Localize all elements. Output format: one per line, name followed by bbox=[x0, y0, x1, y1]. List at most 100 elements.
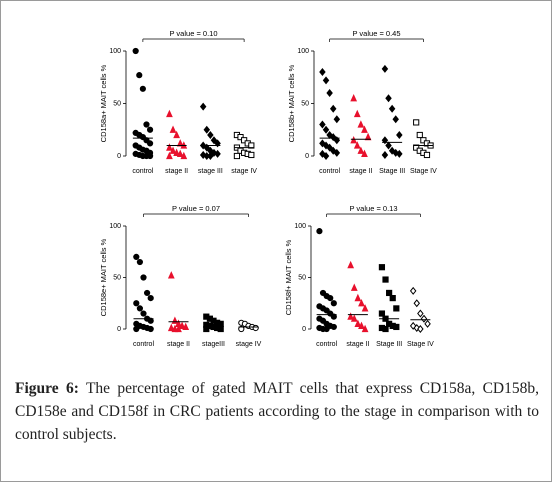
data-point bbox=[361, 125, 368, 133]
data-point bbox=[424, 319, 431, 328]
data-point bbox=[173, 148, 181, 156]
x-tick-label: stage II bbox=[346, 341, 369, 348]
data-point bbox=[392, 148, 399, 157]
y-axis-label: CD158b+ MAIT cells % bbox=[287, 64, 296, 142]
data-point bbox=[409, 321, 417, 330]
p-value: P value = 0.13 bbox=[349, 204, 397, 213]
data-point bbox=[203, 325, 210, 333]
data-point bbox=[132, 47, 139, 55]
data-point bbox=[420, 137, 427, 144]
data-point bbox=[143, 121, 150, 128]
x-tick-label: stage III bbox=[198, 168, 223, 175]
data-point bbox=[361, 149, 368, 157]
data-point bbox=[217, 325, 224, 333]
data-point bbox=[322, 125, 330, 134]
y-tick-label: 0 bbox=[302, 326, 306, 333]
data-point bbox=[393, 323, 400, 331]
data-point bbox=[329, 133, 337, 142]
data-point bbox=[140, 274, 147, 281]
x-tick-label: control bbox=[132, 168, 153, 175]
data-point bbox=[233, 152, 241, 160]
data-point bbox=[241, 137, 248, 144]
data-point bbox=[381, 136, 389, 145]
data-point bbox=[333, 136, 341, 145]
data-point bbox=[378, 310, 386, 317]
data-point bbox=[382, 276, 389, 283]
data-point bbox=[326, 143, 333, 152]
data-point bbox=[146, 140, 154, 147]
x-tick-label: Stage III bbox=[379, 168, 405, 175]
data-point bbox=[180, 151, 188, 160]
y-tick-label: 50 bbox=[301, 100, 309, 107]
data-point bbox=[358, 298, 365, 307]
data-point bbox=[420, 314, 428, 323]
data-point bbox=[322, 76, 330, 85]
data-point bbox=[357, 146, 365, 154]
data-point bbox=[166, 143, 173, 151]
data-point bbox=[147, 295, 154, 302]
x-tick-label: Stage IV bbox=[410, 168, 437, 175]
data-point bbox=[237, 134, 244, 141]
x-tick-label: stage II bbox=[349, 168, 372, 175]
data-point bbox=[357, 120, 365, 128]
data-point bbox=[182, 322, 190, 331]
data-point bbox=[416, 131, 423, 139]
data-point bbox=[133, 300, 140, 307]
data-point bbox=[358, 321, 365, 330]
data-point bbox=[146, 126, 154, 133]
data-point bbox=[381, 64, 389, 73]
data-point bbox=[146, 152, 154, 160]
data-point bbox=[347, 260, 355, 269]
data-point bbox=[381, 150, 389, 159]
data-point bbox=[333, 115, 341, 124]
data-point bbox=[350, 314, 358, 322]
data-point bbox=[214, 149, 221, 158]
data-point bbox=[169, 146, 177, 154]
data-point bbox=[393, 305, 400, 312]
data-point bbox=[167, 271, 175, 279]
data-point bbox=[319, 120, 326, 129]
data-point bbox=[329, 146, 337, 155]
data-point bbox=[423, 151, 431, 159]
x-tick-label: control bbox=[133, 341, 154, 348]
data-point bbox=[319, 149, 326, 158]
data-point bbox=[417, 309, 424, 318]
data-point bbox=[171, 316, 179, 324]
data-point bbox=[413, 299, 421, 308]
caption-label: Figure 6: bbox=[15, 380, 79, 397]
x-tick-label: control bbox=[316, 341, 337, 348]
x-tick-label: stageIII bbox=[202, 341, 225, 348]
y-tick-label: 100 bbox=[109, 48, 121, 55]
p-value: P value = 0.10 bbox=[169, 29, 217, 38]
data-point bbox=[173, 130, 181, 139]
data-point bbox=[396, 149, 403, 158]
data-point bbox=[330, 313, 337, 320]
data-point bbox=[350, 93, 358, 102]
y-tick-label: 0 bbox=[305, 153, 309, 160]
data-point bbox=[327, 295, 334, 302]
data-point bbox=[319, 139, 326, 148]
data-point bbox=[133, 325, 140, 333]
p-value: P value = 0.07 bbox=[172, 204, 220, 213]
data-point bbox=[417, 325, 424, 333]
data-point bbox=[361, 304, 369, 312]
data-point bbox=[252, 324, 259, 332]
data-point bbox=[140, 310, 147, 317]
data-point bbox=[392, 115, 399, 124]
data-point bbox=[409, 286, 417, 295]
data-point bbox=[175, 324, 182, 333]
data-point bbox=[413, 323, 421, 332]
x-tick-label: stage II bbox=[167, 341, 190, 348]
data-point bbox=[136, 72, 143, 79]
data-point bbox=[147, 325, 154, 333]
x-tick-label: stage IV bbox=[231, 168, 257, 175]
data-point bbox=[388, 104, 396, 113]
y-tick-label: 50 bbox=[113, 100, 121, 107]
data-point bbox=[248, 151, 255, 159]
data-point bbox=[136, 258, 143, 266]
data-point bbox=[378, 264, 386, 271]
data-point bbox=[333, 148, 341, 157]
data-point bbox=[329, 104, 337, 113]
y-tick-label: 100 bbox=[297, 48, 309, 55]
